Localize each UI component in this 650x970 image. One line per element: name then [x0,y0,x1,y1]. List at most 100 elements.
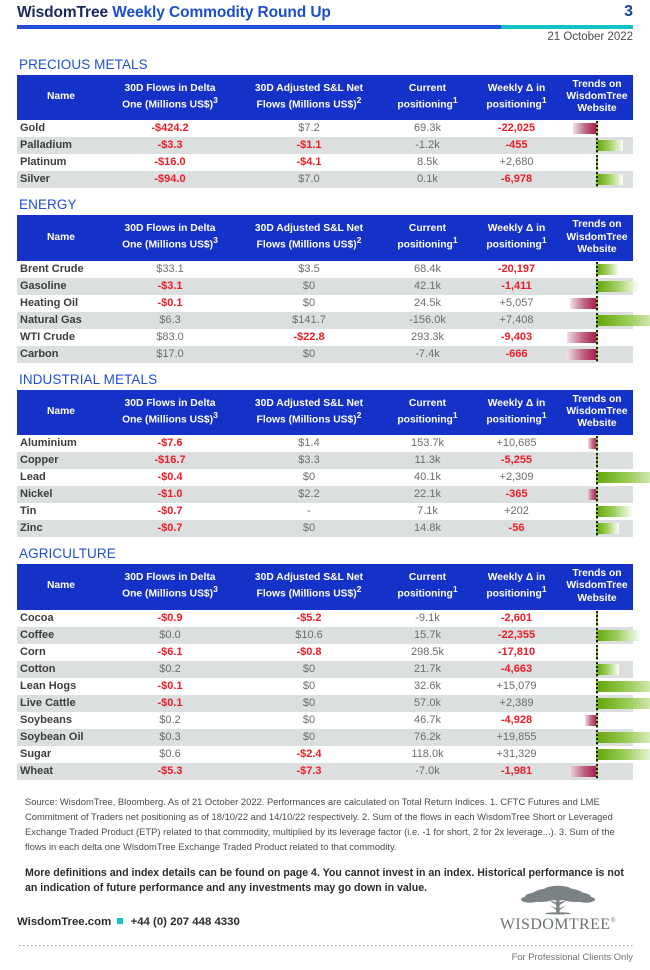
cell-flows-delta-one: -$0.4 [157,471,183,484]
cell-trend-sparkline[interactable] [561,610,633,627]
footer-phone[interactable]: +44 (0) 207 448 4330 [130,916,240,928]
cell-flows-delta-one: -$6.1 [157,645,183,658]
table-row: Cocoa -$0.9 -$5.2 -9.1k -2,601 [17,610,633,627]
commodity-name: Soybeans [20,713,72,726]
commodity-name: Corn [20,645,46,658]
cell-trend-sparkline[interactable] [561,644,633,661]
cell-adjusted-net-flows: $141.7 [235,311,383,329]
cell-adjusted-net-flows: -$1.1 [235,137,383,155]
trend-sparkline [564,695,650,711]
cell-adjusted-net-flows: $10.6 [235,626,383,644]
trend-sparkline [564,453,630,469]
table-row: Live Cattle -$0.1 $0 57.0k +2,389 [17,694,650,712]
column-header-flows: 30D Flows in Delta One (Millions US$)3 [105,564,235,610]
commodity-table: Name 30D Flows in Delta One (Millions US$)… [17,215,650,363]
commodity-name: Lead [20,471,46,484]
table-row: Zinc -$0.7 $0 14.8k -56 [17,520,633,538]
cell-trend-sparkline[interactable] [561,295,633,312]
cell-current-positioning: -7.0k [383,762,472,780]
commodity-name: Copper [17,452,105,470]
cell-trend-sparkline[interactable] [561,694,650,712]
cell-trend-sparkline[interactable] [561,660,633,678]
cell-flows-delta-one: -$0.7 [157,505,183,518]
cell-current-positioning: 11.3k [383,452,472,470]
commodity-section: INDUSTRIAL METALS Name 30D Flows in Delta O… [17,372,650,538]
cell-trend-sparkline[interactable] [561,329,633,346]
column-header-current-positioning: Current positioning1 [383,215,472,261]
commodity-section: PRECIOUS METALS Name 30D Flows in Delta One… [17,57,633,189]
cell-trend-sparkline[interactable] [561,345,633,363]
cell-flows-delta-one: -$94.0 [105,171,235,189]
cell-adjusted-net-flows: -$5.2 [296,611,322,624]
table-row: Copper -$16.7 $3.3 11.3k -5,255 [17,452,633,470]
cell-trend-sparkline[interactable] [561,728,650,746]
cell-weekly-positioning: +31,329 [496,747,537,760]
cell-flows-delta-one: $83.0 [156,330,184,343]
cell-trend-sparkline[interactable] [561,137,633,155]
trend-sparkline [564,278,639,294]
footer-website[interactable]: WisdomTree.com [17,916,112,928]
cell-weekly-positioning: +10,685 [496,437,537,450]
cell-trend-sparkline[interactable] [561,678,650,695]
trend-baseline-icon [596,610,598,626]
cell-weekly-positioning: +2,680 [499,156,534,169]
trend-sparkline [564,436,630,452]
cell-trend-sparkline[interactable] [561,746,650,763]
cell-current-positioning: 68.4k [414,262,441,275]
cell-trend-sparkline[interactable] [561,712,633,729]
table-row: WTI Crude $83.0 -$22.8 293.3k -9,403 [17,329,633,346]
trend-sparkline [564,521,630,537]
table-row: Palladium -$3.3 -$1.1 -1.2k -455 [17,137,633,155]
trend-baseline-icon [596,295,598,311]
column-header-flows: 30D Flows in Delta One (Millions US$)3 [105,75,235,121]
trend-bar-negative [567,348,597,360]
header-rule-teal [500,25,633,29]
report-date: 21 October 2022 [547,31,633,43]
cell-adjusted-net-flows: $0 [235,520,383,538]
cell-current-positioning: 42.1k [383,277,472,295]
cell-trend-sparkline[interactable] [561,452,633,470]
column-header-name: Name [17,564,105,610]
cell-trend-sparkline[interactable] [561,171,633,189]
trend-bar-negative [570,297,597,309]
teal-square-icon [117,918,124,925]
trend-bar-negative [585,714,597,726]
trend-bar-negative [573,123,597,135]
cell-trend-sparkline[interactable] [561,469,650,486]
cell-current-positioning: 14.8k [383,520,472,538]
cell-trend-sparkline[interactable] [561,626,641,644]
commodity-name: Soybean Oil [17,728,105,746]
trend-baseline-icon [596,278,598,294]
trend-bar-positive [597,680,650,692]
trend-baseline-icon [596,329,598,345]
cell-trend-sparkline[interactable] [561,154,633,171]
trend-bar-positive [597,506,633,518]
column-header-trends: Trends on WisdomTree Website [561,215,633,261]
cell-current-positioning: 153.7k [410,437,445,450]
cell-trend-sparkline[interactable] [561,762,633,780]
column-header-weekly-positioning: Weekly Δ in positioning1 [472,215,561,261]
trend-baseline-icon [596,644,598,660]
cell-trend-sparkline[interactable] [561,435,633,452]
cell-trend-sparkline[interactable] [561,486,633,504]
commodity-name: Nickel [17,486,105,504]
cell-current-positioning: -7.4k [383,345,472,363]
commodity-table: Name 30D Flows in Delta One (Millions US$)… [17,564,650,780]
trend-baseline-icon [596,155,598,171]
cell-current-positioning: 298.5k [410,645,445,658]
cell-trend-sparkline[interactable] [561,261,633,278]
cell-trend-sparkline[interactable] [561,311,650,329]
table-row: Natural Gas $6.3 $141.7 -156.0k +7,408 [17,311,650,329]
cell-trend-sparkline[interactable] [561,520,633,538]
trend-bar-negative [587,489,597,501]
cell-trend-sparkline[interactable] [561,503,633,520]
trend-bar-negative [588,438,597,450]
cell-trend-sparkline[interactable] [561,120,633,137]
trend-bar-positive [597,731,650,743]
table-row: Soybean Oil $0.3 $0 76.2k +19,855 [17,728,650,746]
cell-trend-sparkline[interactable] [561,277,639,295]
cell-flows-delta-one: -$0.7 [105,520,235,538]
commodity-name: Zinc [17,520,105,538]
trend-sparkline [564,763,630,779]
trend-baseline-icon [596,453,598,469]
